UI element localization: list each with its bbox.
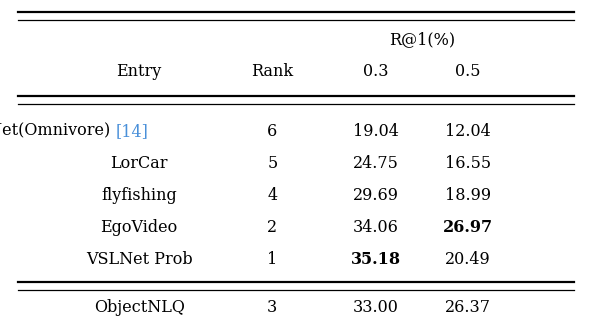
Text: 20.49: 20.49: [445, 251, 491, 268]
Text: 33.00: 33.00: [353, 299, 399, 316]
Text: 12.04: 12.04: [445, 123, 491, 140]
Text: Entry: Entry: [117, 63, 162, 81]
Text: Rank: Rank: [251, 63, 294, 81]
Text: 34.06: 34.06: [353, 219, 399, 236]
Text: R@1(%): R@1(%): [389, 31, 455, 49]
Text: EgoVideo: EgoVideo: [101, 219, 178, 236]
Text: 24.75: 24.75: [353, 155, 399, 172]
Text: 29.69: 29.69: [353, 187, 399, 204]
Text: [14]: [14]: [115, 123, 149, 140]
Text: flyfishing: flyfishing: [101, 187, 177, 204]
Text: 19.04: 19.04: [353, 123, 399, 140]
Text: LorCar: LorCar: [110, 155, 168, 172]
Text: 6: 6: [267, 123, 278, 140]
Text: 5: 5: [267, 155, 278, 172]
Text: VSLNet Prob: VSLNet Prob: [86, 251, 192, 268]
Text: 26.97: 26.97: [443, 219, 493, 236]
Text: 16.55: 16.55: [445, 155, 491, 172]
Text: 4: 4: [267, 187, 278, 204]
Text: 0.5: 0.5: [455, 63, 481, 81]
Text: 0.3: 0.3: [363, 63, 389, 81]
Text: 2: 2: [267, 219, 278, 236]
Text: 26.37: 26.37: [445, 299, 491, 316]
Text: 1: 1: [267, 251, 278, 268]
Text: 35.18: 35.18: [351, 251, 401, 268]
Text: ObjectNLQ: ObjectNLQ: [94, 299, 185, 316]
Text: VSLNet(Omnivore): VSLNet(Omnivore): [0, 123, 115, 140]
Text: 3: 3: [267, 299, 278, 316]
Text: 18.99: 18.99: [445, 187, 491, 204]
